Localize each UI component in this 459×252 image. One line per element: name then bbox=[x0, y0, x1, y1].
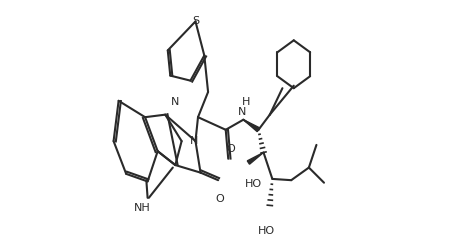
Text: S: S bbox=[192, 16, 199, 26]
Text: N: N bbox=[238, 107, 246, 117]
Text: H: H bbox=[242, 97, 250, 107]
Polygon shape bbox=[243, 120, 260, 132]
Text: O: O bbox=[215, 194, 224, 204]
Text: N: N bbox=[171, 97, 179, 107]
Text: O: O bbox=[226, 144, 235, 154]
Text: HO: HO bbox=[245, 179, 262, 189]
Polygon shape bbox=[247, 152, 263, 164]
Text: HO: HO bbox=[257, 226, 274, 236]
Text: NH: NH bbox=[134, 203, 151, 213]
Text: N: N bbox=[190, 136, 198, 146]
